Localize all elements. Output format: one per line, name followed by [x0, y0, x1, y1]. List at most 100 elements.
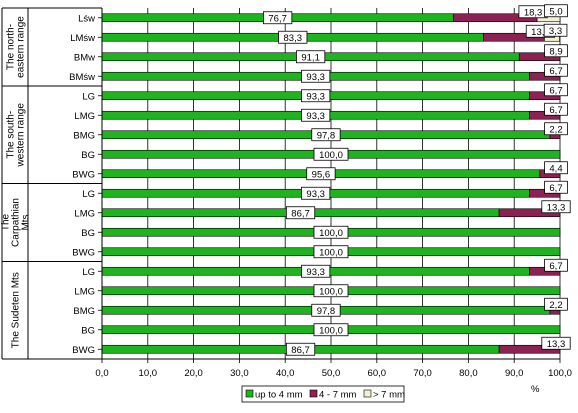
data-label-box	[544, 44, 568, 58]
legend-label: up to 4 mm	[255, 390, 303, 401]
data-label: 3,3	[549, 26, 562, 37]
category-label: BWG	[72, 247, 95, 258]
data-label: 97,8	[317, 306, 336, 317]
data-label-box	[313, 323, 349, 337]
category-label: BWG	[72, 345, 95, 356]
data-label-box	[544, 161, 568, 175]
category-label: LMśw	[70, 33, 95, 44]
category-label: LMG	[74, 286, 95, 297]
data-label-box	[301, 89, 331, 103]
category-label: LMG	[74, 208, 95, 219]
data-label: 95,6	[312, 169, 331, 180]
data-label-box	[301, 108, 331, 122]
data-label-box	[301, 264, 331, 278]
data-label-box	[544, 258, 568, 272]
data-label: 13,3	[547, 202, 566, 213]
data-label: 6,7	[549, 105, 562, 116]
group-label-line: The south-	[6, 111, 17, 159]
data-label-box	[301, 69, 331, 83]
x-tick-label: 100,0	[548, 368, 572, 379]
data-label: 6,7	[549, 66, 562, 77]
data-label-box	[313, 147, 349, 161]
x-tick-label: 20,0	[184, 368, 203, 379]
data-label: 100,0	[319, 150, 343, 161]
data-label-box	[544, 83, 568, 97]
x-axis: 0,0 10,0 20,0 30,0 40,0 50,0 60,0 70,0 80,0 90,0 1…	[95, 8, 572, 379]
data-label-box	[541, 336, 571, 350]
group-label: The south-western range	[6, 103, 27, 168]
legend-swatch	[245, 389, 254, 398]
data-label: 93,3	[306, 91, 325, 102]
data-label-box	[278, 30, 308, 44]
data-label-box	[296, 50, 326, 64]
category-label: BMśw	[69, 72, 95, 83]
legend-swatch	[309, 389, 318, 398]
category-label: BMG	[73, 130, 95, 141]
data-label: 100,0	[319, 247, 343, 258]
data-label-box	[544, 63, 568, 77]
data-label: 5,0	[549, 6, 562, 17]
data-label: 13,3	[531, 27, 550, 38]
data-label-box	[543, 23, 568, 37]
data-label-box	[544, 180, 568, 194]
data-label: 76,7	[268, 13, 287, 24]
data-label: 2,2	[549, 300, 562, 311]
data-label: 100,0	[319, 228, 343, 239]
data-label: 13,3	[547, 339, 566, 350]
category-label: BG	[81, 228, 95, 239]
legend: up to 4 mm 4 - 7 mm > 7 mm	[241, 385, 405, 403]
category-label: Lśw	[78, 13, 95, 24]
x-axis-label: %	[531, 384, 540, 395]
data-label-box	[544, 297, 568, 311]
data-label-box	[311, 303, 341, 317]
data-label: 2,2	[549, 124, 562, 135]
legend-label: > 7 mm	[373, 390, 405, 401]
data-label-box	[301, 186, 331, 200]
data-label-box	[311, 128, 341, 142]
legend-label: 4 - 7 mm	[319, 390, 357, 401]
data-label-box	[544, 4, 568, 18]
x-tick-label: 0,0	[95, 368, 108, 379]
data-label-box	[541, 200, 571, 214]
data-label-box	[285, 206, 316, 220]
data-label: 100,0	[319, 325, 343, 336]
legend-swatch	[363, 389, 372, 398]
data-label-box	[544, 122, 568, 136]
data-label: 6,7	[549, 183, 562, 194]
data-label: 93,3	[306, 72, 325, 83]
data-label-box	[313, 245, 349, 259]
group-label-line: The Sudeten Mts	[11, 272, 22, 348]
group-label: The Sudeten Mts	[11, 272, 22, 348]
group-label-line: Mts	[21, 214, 32, 230]
category-label: BMw	[74, 52, 95, 63]
group-label-line: The	[1, 213, 12, 231]
group-label-line: Carpathian	[11, 198, 22, 247]
data-label-box	[544, 102, 568, 116]
data-label: 93,3	[306, 267, 325, 278]
category-label: LG	[82, 267, 95, 278]
group-label-line: western range	[16, 103, 27, 168]
data-label-box	[313, 225, 349, 239]
x-tick-label: 90,0	[505, 368, 524, 379]
category-label: BMG	[73, 306, 95, 317]
category-label: BWG	[72, 169, 95, 180]
x-tick-label: 50,0	[322, 368, 341, 379]
data-label: 83,3	[284, 33, 303, 44]
data-label: 8,9	[549, 46, 562, 57]
group-label-line: The north-	[6, 24, 17, 70]
data-label: 18,3	[524, 7, 543, 18]
data-label: 86,7	[291, 208, 310, 219]
category-label: LMG	[74, 111, 95, 122]
category-label: LG	[82, 189, 95, 200]
category-label: BG	[81, 325, 95, 336]
data-label: 86,7	[291, 345, 310, 356]
category-label: LG	[82, 91, 95, 102]
data-label-box	[306, 167, 336, 181]
data-label: 93,3	[306, 189, 325, 200]
data-label-box	[313, 284, 349, 298]
legend-box	[241, 385, 405, 403]
data-label: 91,1	[301, 52, 320, 63]
data-label: 93,3	[306, 111, 325, 122]
